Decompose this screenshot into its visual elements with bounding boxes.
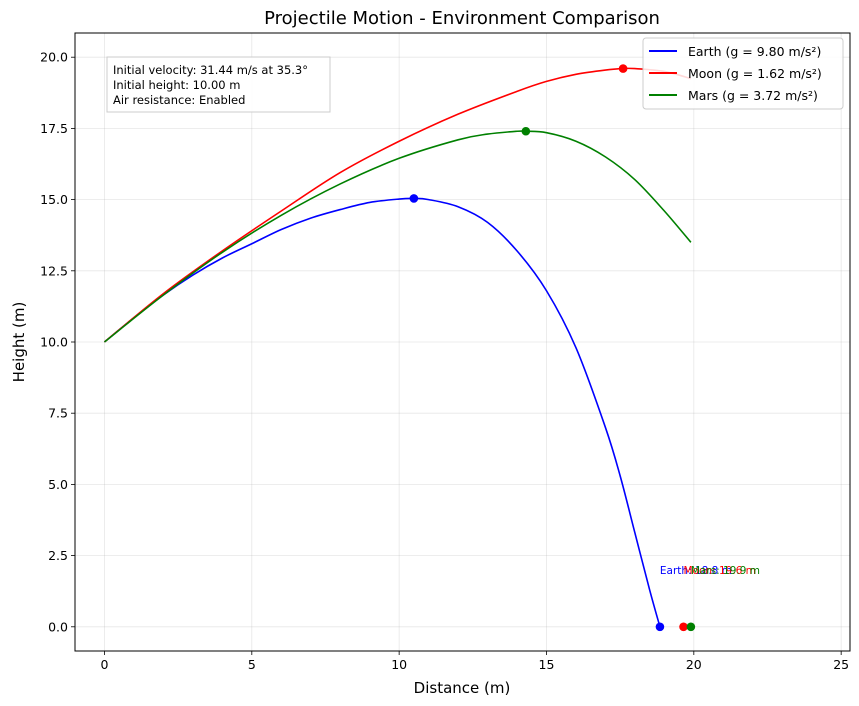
info-box-frame <box>106 56 331 113</box>
legend-label-mars: Mars (g = 3.72 m/s²) <box>688 88 818 103</box>
apex-marker-mars <box>521 126 531 136</box>
y-axis-label: Height (m) <box>10 302 28 383</box>
series-line-mars <box>103 130 692 343</box>
landing-label-moon: Moon: 19.6 m <box>684 565 756 577</box>
info-velocity: Initial velocity: 31.44 m/s at 35.3° <box>113 63 308 77</box>
legend-label-earth: Earth (g = 9.80 m/s²) <box>688 44 821 59</box>
legend-label-moon: Moon (g = 1.62 m/s²) <box>688 66 822 81</box>
y-tick-label: 20.0 <box>40 50 68 65</box>
apex-marker-moon <box>618 64 628 73</box>
y-tick-label: 5.0 <box>48 477 68 492</box>
axis-ticks: 0 5 10 15 20 25 0.0 2.5 5.0 7.5 10.0 12.5 15.0 17.5 20… <box>40 50 849 672</box>
legend: Earth (g = 9.80 m/s²) Moon (g = 1.62 m/s… <box>642 37 844 110</box>
legend-frame <box>642 37 844 110</box>
apex-marker-earth <box>409 194 419 203</box>
y-tick-label: 17.5 <box>40 121 68 136</box>
y-tick-label: 15.0 <box>40 192 68 207</box>
landing-marker-mars <box>686 622 696 632</box>
landing-marker-moon <box>679 622 688 632</box>
y-tick-label: 7.5 <box>48 406 68 421</box>
x-tick-label: 10 <box>391 657 407 672</box>
y-tick-label: 10.0 <box>40 335 68 350</box>
x-tick-label: 25 <box>833 657 849 672</box>
series-line-moon <box>103 67 692 343</box>
landing-label-mars: Mars: 19.9 m <box>691 565 760 577</box>
x-tick-label: 0 <box>100 657 108 672</box>
x-tick-label: 15 <box>539 657 555 672</box>
info-height: Initial height: 10.00 m <box>113 78 240 92</box>
grid <box>75 33 850 651</box>
chart-title: Projectile Motion - Environment Comparis… <box>264 8 660 29</box>
y-tick-label: 2.5 <box>48 548 68 563</box>
x-tick-label: 20 <box>686 657 702 672</box>
landing-marker-earth <box>655 622 665 632</box>
info-air-resistance: Air resistance: Enabled <box>113 93 245 107</box>
landing-label-earth: Earth: 18.8 m <box>660 565 732 577</box>
info-box: Initial velocity: 31.44 m/s at 35.3° Ini… <box>106 56 331 113</box>
x-axis-label: Distance (m) <box>414 679 511 697</box>
y-tick-label: 0.0 <box>48 619 68 634</box>
y-tick-label: 12.5 <box>40 263 68 278</box>
x-tick-label: 5 <box>248 657 256 672</box>
marker-layer <box>409 64 696 632</box>
